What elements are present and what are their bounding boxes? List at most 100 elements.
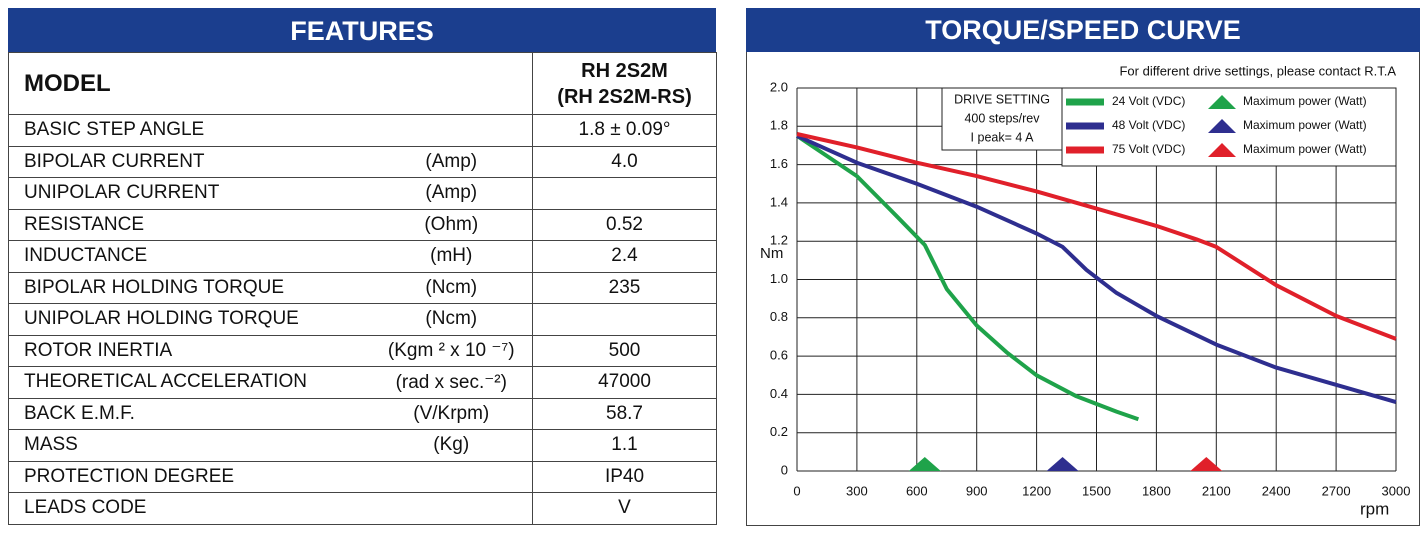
x-tick-label: 900 [966,483,988,498]
y-tick-label: 0.4 [770,386,788,401]
drive-setting-text: 400 steps/rev [964,111,1040,125]
row-label: ROTOR INERTIA [8,334,371,367]
y-tick-label: 1.4 [770,194,788,209]
row-label: BIPOLAR HOLDING TORQUE [8,271,371,304]
legend-marker-label: Maximum power (Watt) [1243,142,1367,156]
row-label: UNIPOLAR CURRENT [8,177,371,210]
model-name: RH 2S2M [581,59,668,82]
x-tick-label: 1200 [1022,483,1051,498]
legend-marker [1208,119,1236,133]
legend-label: 75 Volt (VDC) [1112,142,1185,156]
features-panel: FEATURES MODEL RH 2S2M (RH 2S2M-RS) BASIC… [7,8,718,525]
legend-marker-label: Maximum power (Watt) [1243,118,1367,132]
curve [795,134,1140,422]
title-bar [746,8,1420,52]
row-label: INDUCTANCE [8,240,371,273]
table-row: MASS (Kg) 1.1 [8,429,718,462]
row-unit [370,114,534,147]
table-row: RESISTANCE (Ohm) 0.52 [8,208,718,241]
row-value [532,177,718,210]
row-value: 1.1 [532,429,718,462]
x-tick-label: 2100 [1202,483,1231,498]
header-value: RH 2S2M (RH 2S2M-RS) [532,52,718,115]
model-name: (RH 2S2M-RS) [557,85,692,108]
row-label: THEORETICAL ACCELERATION [8,366,371,399]
row-unit: (Kg) [370,429,534,462]
drive-setting-box [941,87,1063,151]
row-label: MASS [8,429,371,462]
row-unit: (V/Krpm) [370,397,534,430]
chart: TORQUE/SPEED CURVE For different drive s… [746,8,1420,526]
row-value: 4.0 [532,145,718,178]
note: For different drive settings, please con… [1119,63,1396,78]
legend-marker-label: Maximum power (Watt) [1243,94,1367,108]
row-value: 1.8 ± 0.09° [532,114,718,147]
row-unit: (Ohm) [370,208,534,241]
y-tick-label: 0.2 [770,424,788,439]
row-unit: (mH) [370,240,534,273]
x-tick-label: 0 [793,483,800,498]
y-tick-label: 1.2 [770,233,788,248]
table-row: BASIC STEP ANGLE 1.8 ± 0.09° [8,114,718,147]
table-row: BIPOLAR HOLDING TORQUE (Ncm) 235 [8,271,718,304]
table-row: BACK E.M.F. (V/Krpm) 58.7 [8,397,718,430]
row-unit [370,460,534,493]
legend-label: 48 Volt (VDC) [1112,118,1185,132]
drive-setting-text: I peak= 4 A [971,130,1035,144]
row-label: BIPOLAR CURRENT [8,145,371,178]
row-unit: (Kgm ² x 10 ⁻⁷) [370,334,534,367]
row-unit: (Amp) [370,177,534,210]
table-row: INDUCTANCE (mH) 2.4 [8,240,718,273]
row-label: BASIC STEP ANGLE [8,114,371,147]
legend-marker [1208,143,1236,157]
header-row: MODEL RH 2S2M (RH 2S2M-RS) [7,52,718,115]
row-label: RESISTANCE [8,208,371,241]
row-label: BACK E.M.F. [8,397,371,430]
row-unit: (rad x sec.⁻²) [370,366,534,399]
x-tick-label: 3000 [1382,483,1411,498]
row-value: 500 [532,334,718,367]
table-row: ROTOR INERTIA (Kgm ² x 10 ⁻⁷) 500 [8,334,718,367]
panel-title: FEATURES [8,8,716,52]
drive-setting-text: DRIVE SETTING [954,92,1050,106]
row-value: 58.7 [532,397,718,430]
row-unit: (Ncm) [370,303,534,336]
row-value: 2.4 [532,240,718,273]
x-tick-label: 2400 [1262,483,1291,498]
row-unit: (Ncm) [370,271,534,304]
row-value: V [532,492,718,525]
x-tick-label: 1800 [1142,483,1171,498]
features-table: MODEL RH 2S2M (RH 2S2M-RS) BASIC STEP ANG… [7,52,718,525]
table-row: BIPOLAR CURRENT (Amp) 4.0 [8,145,718,178]
y-tick-label: 0.6 [770,348,788,363]
table-row: UNIPOLAR CURRENT (Amp) [8,177,718,210]
curve [796,132,1397,341]
y-axis-label: Nm [760,245,783,262]
max-power-marker [908,457,941,471]
row-label: LEADS CODE [8,492,371,525]
header-label: MODEL [7,52,533,115]
chart-title: TORQUE/SPEED CURVE [925,15,1241,45]
row-value [532,303,718,336]
row-value: IP40 [532,460,718,493]
y-tick-label: 1.6 [770,156,788,171]
row-label: PROTECTION DEGREE [8,460,371,493]
y-tick-label: 0 [781,462,788,477]
row-value: 0.52 [532,208,718,241]
row-value: 235 [532,271,718,304]
row-unit: (Amp) [370,145,534,178]
x-tick-label: 1500 [1082,483,1111,498]
y-tick-label: 1.0 [770,271,788,286]
table-row: THEORETICAL ACCELERATION (rad x sec.⁻²) 47… [8,366,718,399]
row-label: UNIPOLAR HOLDING TORQUE [8,303,371,336]
y-tick-label: 0.8 [770,309,788,324]
max-power-marker [1046,457,1079,471]
table-row: LEADS CODE V [8,492,718,525]
row-value: 47000 [532,366,718,399]
x-tick-label: 600 [906,483,928,498]
y-tick-label: 2.0 [770,79,788,94]
max-power-marker [1190,457,1223,471]
x-tick-label: 2700 [1322,483,1351,498]
x-axis-label: rpm [1360,499,1389,518]
